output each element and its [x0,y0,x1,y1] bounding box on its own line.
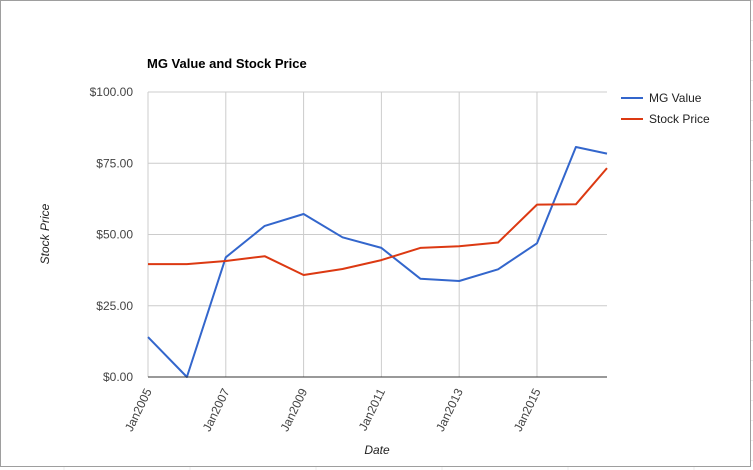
y-tick-label: $75.00 [96,156,133,170]
y-tick-label: $100.00 [90,85,134,99]
y-tick-label: $25.00 [96,299,133,313]
y-axis-title: Stock Price [38,203,52,264]
x-tick-label: Jan2007 [200,386,233,434]
x-tick-label: Jan2013 [433,386,466,434]
legend-item-mg-value[interactable]: MG Value [621,91,702,105]
x-tick-label: Jan2009 [278,386,311,434]
y-tick-label: $50.00 [96,228,133,242]
series-lines [147,146,608,378]
legend[interactable]: MG Value Stock Price [621,91,710,126]
y-tick-label: $0.00 [103,370,133,384]
chart-title: MG Value and Stock Price [147,56,307,71]
x-axis-tick-labels: Jan2005 Jan2007 Jan2009 Jan2011 Jan2013 Jan20… [122,386,544,434]
series-line-mg-value [147,146,608,378]
legend-label: MG Value [649,91,702,105]
x-tick-label: Jan2015 [511,386,544,434]
x-tick-label: Jan2005 [122,386,155,434]
legend-label: Stock Price [649,112,710,126]
y-axis-tick-labels: $0.00 $25.00 $50.00 $75.00 $100.00 [90,85,134,384]
x-axis-title: Date [364,443,390,457]
gridlines [147,91,607,378]
legend-item-stock-price[interactable]: Stock Price [621,112,710,126]
series-line-stock-price [148,167,608,276]
x-tick-label: Jan2011 [356,386,389,433]
